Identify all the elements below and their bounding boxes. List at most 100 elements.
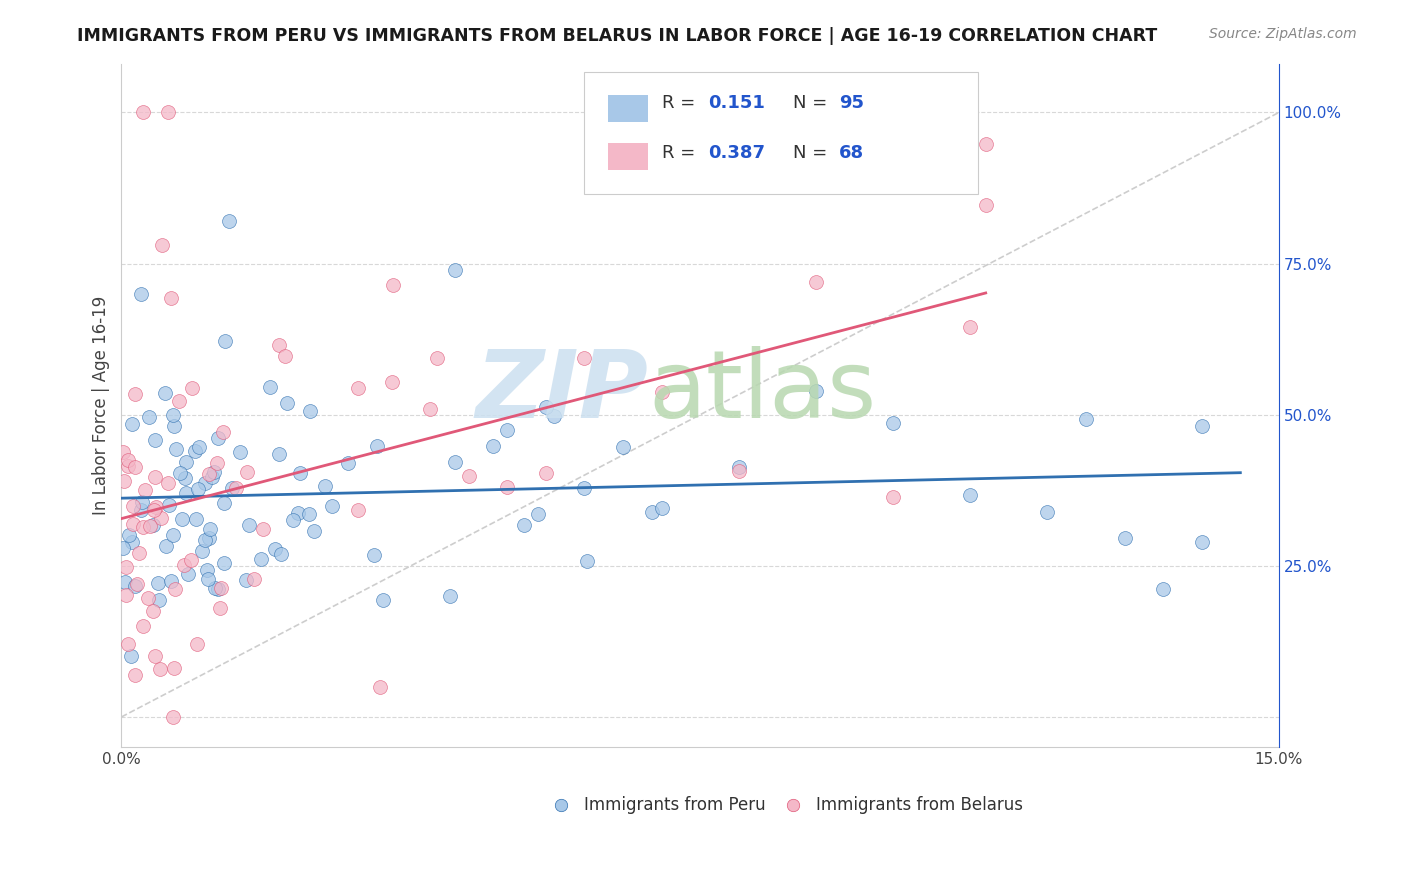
Text: IMMIGRANTS FROM PERU VS IMMIGRANTS FROM BELARUS IN LABOR FORCE | AGE 16-19 CORRE: IMMIGRANTS FROM PERU VS IMMIGRANTS FROM … (77, 27, 1157, 45)
Point (727, 460, 749, 475)
Point (368, 680, 391, 694)
Text: Immigrants from Belarus: Immigrants from Belarus (815, 797, 1024, 814)
Point (197, 572, 219, 586)
Point (209, 581, 232, 595)
Point (264, 541, 287, 556)
Point (208, 601, 231, 615)
Point (194, 476, 217, 491)
Point (111, 541, 134, 556)
Point (205, 456, 228, 470)
Point (212, 425, 235, 439)
Point (252, 522, 274, 536)
Point (124, 460, 146, 475)
Point (1152, 582, 1174, 596)
Point (574, 482, 596, 496)
Point (128, 546, 150, 560)
Point (651, 385, 673, 400)
Point (142, 518, 165, 533)
Point (198, 531, 221, 545)
Point (804, 275, 827, 289)
Point (124, 386, 146, 401)
Point (143, 649, 166, 664)
Point (651, 500, 673, 515)
Point (138, 591, 160, 605)
Point (457, 468, 479, 483)
Point (120, 648, 142, 663)
Point (132, 105, 155, 120)
Point (214, 334, 236, 348)
Point (347, 381, 370, 395)
Point (200, 470, 222, 484)
Point (156, 476, 179, 491)
Text: Immigrants from Peru: Immigrants from Peru (585, 797, 766, 814)
Point (426, 351, 449, 366)
Point (180, 553, 202, 567)
Point (380, 376, 402, 390)
Point (270, 548, 292, 562)
Point (207, 431, 229, 445)
Point (1074, 411, 1097, 425)
Point (112, 474, 135, 488)
Point (134, 483, 156, 497)
Point (132, 619, 155, 633)
Point (298, 507, 321, 521)
Text: Source: ZipAtlas.com: Source: ZipAtlas.com (1209, 27, 1357, 41)
Point (143, 470, 166, 484)
Point (202, 465, 225, 479)
Point (496, 423, 519, 437)
Point (169, 393, 191, 408)
Point (527, 507, 550, 521)
Text: N =: N = (793, 144, 832, 161)
Point (281, 513, 304, 527)
Y-axis label: In Labor Force | Age 16-19: In Labor Force | Age 16-19 (93, 296, 110, 516)
Point (115, 560, 138, 574)
Point (146, 575, 169, 590)
Point (143, 433, 166, 447)
Point (117, 452, 139, 467)
Point (159, 291, 181, 305)
Point (129, 503, 152, 517)
Point (381, 277, 404, 292)
Point (124, 667, 146, 681)
Point (882, 490, 904, 504)
Point (363, 548, 385, 562)
Point (198, 467, 221, 481)
Point (138, 519, 160, 533)
Point (155, 539, 177, 553)
Point (212, 556, 235, 570)
Point (138, 410, 160, 425)
Point (111, 445, 134, 459)
Point (124, 579, 146, 593)
Point (259, 380, 281, 394)
Point (534, 401, 557, 415)
Point (162, 710, 184, 724)
Point (419, 402, 441, 417)
Point (165, 442, 187, 456)
Point (373, 592, 395, 607)
Point (235, 573, 257, 587)
Point (157, 498, 180, 512)
Point (162, 527, 184, 541)
Point (321, 499, 343, 513)
Point (145, 500, 167, 514)
Point (122, 517, 145, 532)
Text: atlas: atlas (648, 346, 876, 438)
Point (543, 409, 565, 424)
Point (804, 384, 827, 398)
Point (149, 662, 172, 676)
Point (184, 443, 207, 458)
Point (163, 582, 186, 596)
Point (173, 471, 195, 485)
Point (574, 351, 596, 365)
Point (298, 404, 321, 418)
Point (366, 439, 388, 453)
Point (235, 465, 257, 479)
Point (513, 517, 536, 532)
Point (187, 440, 209, 454)
Point (142, 503, 165, 517)
Point (117, 637, 139, 651)
Point (170, 511, 193, 525)
FancyBboxPatch shape (607, 143, 648, 170)
Point (1191, 534, 1213, 549)
Point (1114, 531, 1136, 545)
